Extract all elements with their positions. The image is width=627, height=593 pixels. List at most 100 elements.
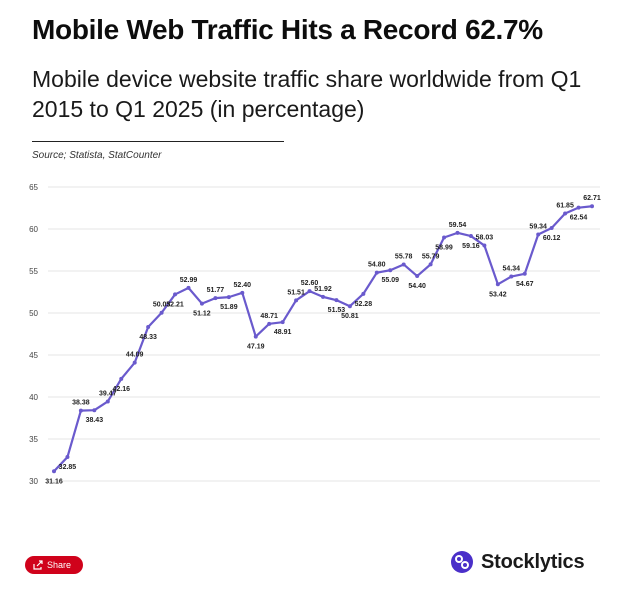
chart-subtitle: Mobile device website traffic share worl… [32, 66, 582, 122]
data-point [536, 232, 541, 237]
data-label: 31.16 [45, 478, 63, 485]
data-point [334, 298, 339, 303]
data-label: 52.99 [180, 277, 198, 284]
data-label: 51.77 [207, 287, 225, 294]
data-point [119, 376, 124, 381]
data-point [159, 310, 164, 315]
data-point [401, 262, 406, 267]
data-point [321, 294, 325, 299]
data-label: 60.12 [543, 235, 561, 242]
share-label: Share [47, 560, 72, 570]
y-tick-label: 65 [29, 183, 38, 192]
data-label: 59.16 [462, 243, 480, 250]
data-label: 52.28 [355, 301, 373, 308]
data-point [52, 469, 56, 474]
data-label: 50.03 [153, 302, 171, 309]
data-point [199, 301, 204, 306]
chart-title: Mobile Web Traffic Hits a Record 62.7% [32, 14, 543, 45]
data-point [132, 360, 137, 365]
data-label: 38.38 [72, 400, 90, 407]
data-point [78, 408, 83, 413]
data-point [65, 455, 70, 460]
share-icon [33, 560, 43, 570]
data-label: 47.19 [247, 344, 265, 351]
gridlines [48, 186, 600, 482]
data-point [455, 230, 460, 235]
y-tick-label: 55 [29, 267, 38, 276]
data-label: 52.21 [166, 301, 184, 308]
y-tick-label: 45 [29, 351, 38, 360]
stocklytics-logo-icon [451, 551, 473, 573]
data-label: 48.91 [274, 329, 292, 336]
data-point [173, 292, 178, 297]
data-point [105, 399, 110, 404]
data-point [509, 274, 514, 279]
data-point [576, 205, 581, 210]
data-label: 39.47 [99, 390, 117, 397]
data-point [482, 243, 487, 248]
data-label: 61.85 [556, 202, 574, 209]
brand-logo: Stocklytics [449, 549, 585, 575]
data-point [253, 334, 258, 339]
data-label: 38.43 [86, 417, 104, 424]
data-label: 58.99 [435, 244, 453, 251]
y-axis-ticks: 30 35 40 45 50 55 60 65 [29, 183, 38, 486]
data-label: 53.42 [489, 291, 507, 298]
data-point [428, 262, 433, 267]
data-point [347, 304, 352, 309]
data-label: 62.71 [583, 195, 601, 202]
data-label: 32.85 [59, 464, 77, 471]
data-label: 51.12 [193, 311, 211, 318]
data-label: 44.09 [126, 352, 144, 359]
line-chart: 30 35 40 45 50 55 60 65 31.16 32.85 38.38 38.43 39.… [29, 183, 601, 486]
data-point [361, 291, 366, 296]
data-point [590, 204, 594, 209]
share-button[interactable]: Share [25, 556, 84, 574]
data-point [388, 268, 393, 273]
data-label: 55.79 [422, 253, 440, 260]
data-label: 51.92 [314, 286, 332, 293]
data-label: 54.67 [516, 281, 534, 288]
data-label: 54.40 [408, 283, 426, 290]
data-points [52, 204, 594, 474]
data-point [240, 290, 245, 295]
data-label: 42.16 [112, 386, 130, 393]
data-point [146, 325, 151, 330]
data-point [280, 320, 285, 325]
brand-name: Stocklytics [481, 550, 585, 573]
data-point [213, 296, 218, 301]
data-point [92, 408, 97, 413]
data-label: 50.81 [341, 313, 359, 320]
data-label: 51.53 [328, 307, 346, 314]
data-point [415, 274, 420, 279]
data-label: 51.51 [287, 289, 305, 296]
data-point [549, 225, 554, 230]
y-tick-label: 35 [29, 435, 38, 444]
data-label: 55.78 [395, 253, 413, 260]
data-label: 52.40 [234, 282, 252, 289]
data-point [374, 270, 379, 275]
y-tick-label: 40 [29, 393, 38, 402]
series-line [53, 205, 593, 473]
data-label: 54.34 [503, 266, 521, 273]
data-point [307, 289, 312, 294]
data-point [563, 211, 568, 216]
data-label: 55.09 [381, 277, 399, 284]
data-point [226, 295, 231, 300]
data-label: 59.34 [529, 224, 547, 231]
data-point [442, 235, 447, 240]
data-label: 51.89 [220, 304, 238, 311]
data-label: 48.71 [260, 313, 278, 320]
y-tick-label: 60 [29, 225, 38, 234]
data-point [495, 282, 500, 287]
data-label: 58.03 [476, 235, 494, 242]
data-point [468, 234, 473, 239]
source-note: Source; Statista, StatCounter [32, 150, 162, 161]
data-label: 48.33 [139, 334, 157, 341]
data-point [294, 298, 299, 303]
data-label: 54.80 [368, 262, 386, 269]
title-divider [32, 141, 284, 142]
data-point [267, 321, 272, 326]
data-label: 59.54 [449, 222, 467, 229]
